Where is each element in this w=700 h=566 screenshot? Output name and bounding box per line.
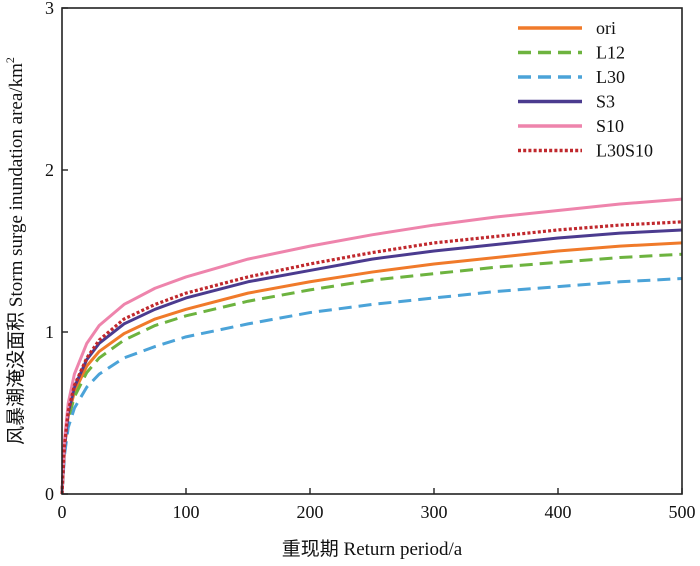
x-tick-label: 500: [669, 502, 696, 522]
series-line-l30: [60, 277, 683, 495]
x-tick-label: 400: [545, 502, 572, 522]
series-layer: [60, 197, 683, 495]
series-line-s10: [60, 197, 683, 495]
y-axis-label-main: 风暴潮淹没面积 Storm surge inundation area/km: [5, 63, 27, 445]
y-tick-label: 0: [45, 484, 54, 504]
x-tick-label: 100: [173, 502, 200, 522]
legend-label-ori: ori: [596, 18, 616, 38]
legend-label-l30s10: L30S10: [596, 141, 653, 161]
y-axis-label-superscript: 2: [3, 57, 17, 63]
series-line-l30s10: [60, 220, 683, 495]
y-tick-label: 1: [45, 322, 54, 342]
legend-label-s10: S10: [596, 116, 624, 136]
axis-ticks: 0 100 200 300 400 500 0 1 2 3: [45, 0, 696, 522]
x-tick-label: 0: [58, 502, 67, 522]
x-tick-label: 200: [297, 502, 324, 522]
x-axis-label: 重现期 Return period/a: [282, 538, 463, 560]
legend-label-s3: S3: [596, 92, 615, 112]
y-axis-label: 风暴潮淹没面积 Storm surge inundation area/km2: [3, 57, 27, 445]
series-line-s3: [60, 228, 683, 495]
x-tick-label: 300: [421, 502, 448, 522]
series-line-l12: [60, 252, 683, 495]
y-tick-label: 3: [45, 0, 54, 18]
legend-label-l12: L12: [596, 43, 625, 63]
legend: ori L12 L30 S3 S10 L30S10: [518, 18, 653, 161]
y-tick-label: 2: [45, 160, 54, 180]
plot-frame: [61, 7, 683, 495]
legend-label-l30: L30: [596, 67, 625, 87]
